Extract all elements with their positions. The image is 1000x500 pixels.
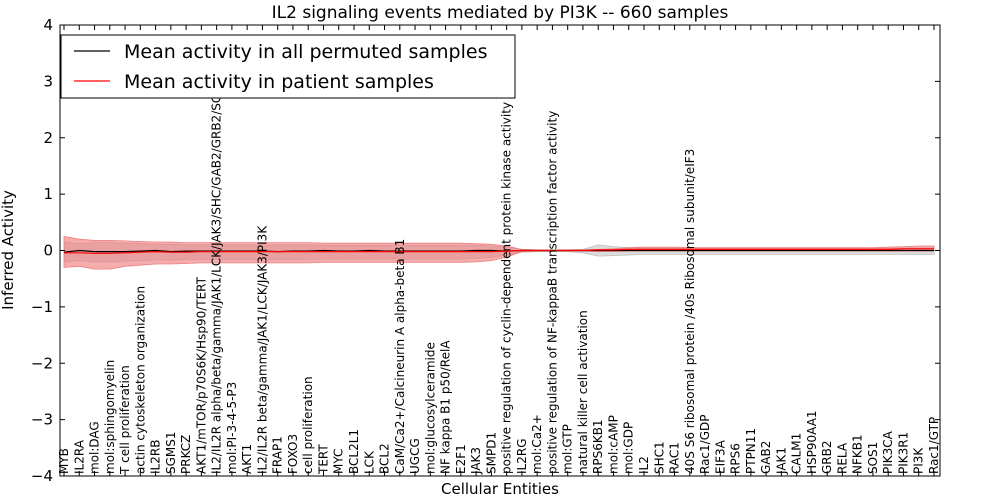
y-tick-label: 1 — [43, 185, 53, 203]
y-tick-label: −1 — [31, 298, 53, 316]
x-tick-label: mol:DAG — [88, 421, 102, 474]
x-tick-label: SHC1 — [652, 441, 666, 474]
y-axis-label: Inferred Activity — [0, 190, 17, 310]
x-tick-label: IL2RB — [149, 440, 163, 474]
x-tick-label: cell proliferation — [301, 376, 315, 474]
x-tick-label: RELA — [835, 442, 849, 474]
x-tick-label: JAK1 — [774, 447, 788, 475]
x-tick-label: UGCG — [408, 438, 422, 474]
x-tick-label: PTPN11 — [744, 428, 758, 474]
x-tick-label: positive regulation of cyclin-dependent … — [500, 102, 514, 474]
x-tick-label: mol:cAMP — [607, 415, 621, 474]
series-line-patient — [64, 248, 934, 254]
legend-label-patient: Mean activity in patient samples — [124, 71, 434, 93]
x-tick-label: mol:GTP — [561, 424, 575, 474]
x-tick-label: GAB2 — [759, 441, 773, 474]
x-tick-label: JAK3 — [469, 447, 483, 475]
x-tick-labels: MYB IL2RA mol:DAG mol:sphingomyelin T cell p… — [57, 43, 941, 475]
x-tick-label: T cell proliferation — [118, 365, 132, 475]
x-tick-label: PRKCZ — [179, 435, 193, 474]
x-tick-label: E2F1 — [454, 444, 468, 474]
x-tick-label: 40S S6 ribosomal protein /40s Ribosomal … — [683, 149, 697, 474]
y-axis: −4 −3 −2 −1 0 1 2 3 4 — [31, 16, 940, 485]
y-tick-label: 4 — [43, 16, 53, 34]
x-tick-label: BCL2L1 — [347, 429, 361, 474]
x-tick-label: actin cytoskeleton organization — [133, 286, 147, 474]
x-tick-label: IL2RG — [515, 439, 529, 475]
x-axis-label: Cellular Entities — [441, 480, 559, 498]
y-tick-label: −4 — [31, 467, 53, 485]
x-tick-label: mol:Ca2+ — [530, 414, 544, 474]
x-tick-label: FRAP1 — [271, 436, 285, 474]
x-tick-label: Rac1/GDP — [698, 415, 712, 474]
x-tick-label: RAC1 — [668, 442, 682, 474]
x-tick-label: CaM/Ca2+/Calcineurin A alpha-beta B1 — [393, 239, 407, 474]
x-tick-label: PI3K — [912, 447, 926, 474]
x-tick-label: AKT1/mTOR/p70S6K/Hsp90/TERT — [194, 276, 208, 474]
x-tick-label: RPS6 — [729, 443, 743, 474]
lines-layer — [63, 248, 934, 254]
x-tick-label: mol:glucosylceramide — [423, 342, 437, 474]
legend-frame — [60, 34, 516, 99]
x-tick-label: HSP90AA1 — [805, 410, 819, 474]
x-tick-label: PIK3R1 — [897, 432, 911, 474]
x-tick-label: Rac1/GTP — [927, 417, 941, 474]
y-tick-label: −2 — [31, 354, 53, 372]
x-tick-label: IL2RA — [72, 439, 86, 474]
x-tick-label: AKT1 — [240, 444, 254, 474]
x-tick-label: natural killer cell activation — [576, 310, 590, 474]
y-tick-label: −3 — [31, 411, 53, 429]
x-tick-label: mol:GDP — [622, 422, 636, 474]
x-tick-label: IL2/IL2R beta/gamma/JAK1/LCK/JAK3/PI3K — [255, 225, 269, 474]
x-ticks — [63, 25, 935, 476]
y-tick-label: 0 — [43, 242, 53, 260]
x-tick-label: LCK — [362, 450, 376, 474]
x-tick-label: FOXO3 — [286, 434, 300, 474]
x-tick-label: NFKB1 — [851, 434, 865, 474]
x-tick-label: SGMS1 — [164, 431, 178, 474]
x-tick-label: TERT — [317, 444, 331, 475]
x-tick-label: GRB2 — [820, 440, 834, 474]
x-tick-label: mol:PI-3-4-5-P3 — [225, 382, 239, 474]
x-tick-label: IL2 — [637, 456, 651, 474]
x-tick-label: MYC — [332, 449, 346, 474]
x-tick-label: MYB — [57, 448, 71, 474]
y-tick-label: 2 — [43, 129, 53, 147]
x-tick-label: IL2/IL2R alpha/beta/gamma/JAK1/LCK/JAK3/… — [210, 43, 224, 474]
x-tick-label: CALM1 — [790, 433, 804, 474]
legend-label-permuted: Mean activity in all permuted samples — [124, 41, 487, 63]
x-tick-label: mol:sphingomyelin — [103, 360, 117, 474]
x-tick-label: BCL2 — [378, 443, 392, 474]
y-tick-label: 3 — [43, 72, 53, 90]
x-tick-label: SOS1 — [866, 442, 880, 474]
x-tick-label: NF kappa B1 p50/RelA — [439, 340, 453, 474]
chart-title: IL2 signaling events mediated by PI3K --… — [272, 3, 729, 23]
x-tick-label: PIK3CA — [881, 430, 895, 474]
x-tick-label: positive regulation of NF-kappaB transcr… — [545, 111, 559, 474]
x-tick-label: SMPD1 — [484, 432, 498, 474]
x-tick-label: RPS6KB1 — [591, 419, 605, 474]
x-tick-label: EIF3A — [713, 439, 727, 474]
legend: Mean activity in all permuted samples Me… — [60, 34, 516, 99]
